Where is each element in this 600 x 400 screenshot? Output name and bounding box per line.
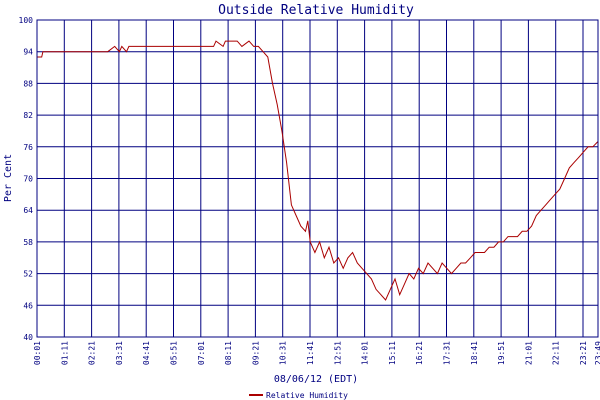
x-tick-label: 00:01 <box>33 341 42 365</box>
y-tick-label: 40 <box>23 333 33 342</box>
y-tick-label: 52 <box>23 270 33 279</box>
x-tick-label: 09:21 <box>251 341 260 365</box>
x-tick-label: 08:11 <box>224 341 233 365</box>
y-tick-label: 88 <box>23 79 33 88</box>
y-tick-label: 100 <box>19 16 34 25</box>
x-tick-label: 23:21 <box>579 341 588 365</box>
series-line-relative-humidity <box>37 40 599 301</box>
x-tick-label: 16:21 <box>415 341 424 365</box>
x-tick-label: 19:51 <box>497 341 506 365</box>
y-tick-label: 64 <box>23 206 33 215</box>
x-tick-label: 23:49 <box>594 341 600 365</box>
x-tick-label: 01:11 <box>60 341 69 365</box>
chart-title: Outside Relative Humidity <box>218 3 414 18</box>
y-tick-label: 82 <box>23 111 33 120</box>
x-tick-label: 04:41 <box>142 341 151 365</box>
plot-frame <box>36 19 599 338</box>
x-tick-label: 21:01 <box>524 341 533 365</box>
y-tick-labels: 40 46 52 58 64 70 76 82 88 94 100 <box>19 16 34 342</box>
x-tick-label: 15:11 <box>388 341 397 365</box>
x-axis-label: 08/06/12 (EDT) <box>274 374 358 385</box>
legend: Relative Humidity <box>249 391 348 400</box>
x-tick-label: 14:01 <box>361 341 370 365</box>
x-tick-label: 10:31 <box>279 341 288 365</box>
y-tick-label: 76 <box>23 143 33 152</box>
x-tick-label: 11:41 <box>306 341 315 365</box>
series-layer <box>37 40 599 301</box>
y-tick-label: 94 <box>23 48 33 57</box>
x-tick-label: 18:41 <box>470 341 479 365</box>
x-tick-label: 07:01 <box>197 341 206 365</box>
x-tick-label: 17:31 <box>443 341 452 365</box>
y-axis-label: Per Cent <box>3 154 14 202</box>
y-tick-label: 70 <box>23 175 33 184</box>
y-tick-label: 58 <box>23 238 33 247</box>
legend-label: Relative Humidity <box>266 391 348 400</box>
x-tick-label: 02:21 <box>88 341 97 365</box>
y-tick-label: 46 <box>23 301 33 310</box>
x-tick-label: 03:31 <box>115 341 124 365</box>
x-tick-label: 05:51 <box>170 341 179 365</box>
x-tick-label: 12:51 <box>333 341 342 365</box>
x-tick-labels: 00:01 01:11 02:21 03:31 04:41 05:51 07:01 08:11… <box>33 341 600 365</box>
x-tick-label: 22:11 <box>552 341 561 365</box>
